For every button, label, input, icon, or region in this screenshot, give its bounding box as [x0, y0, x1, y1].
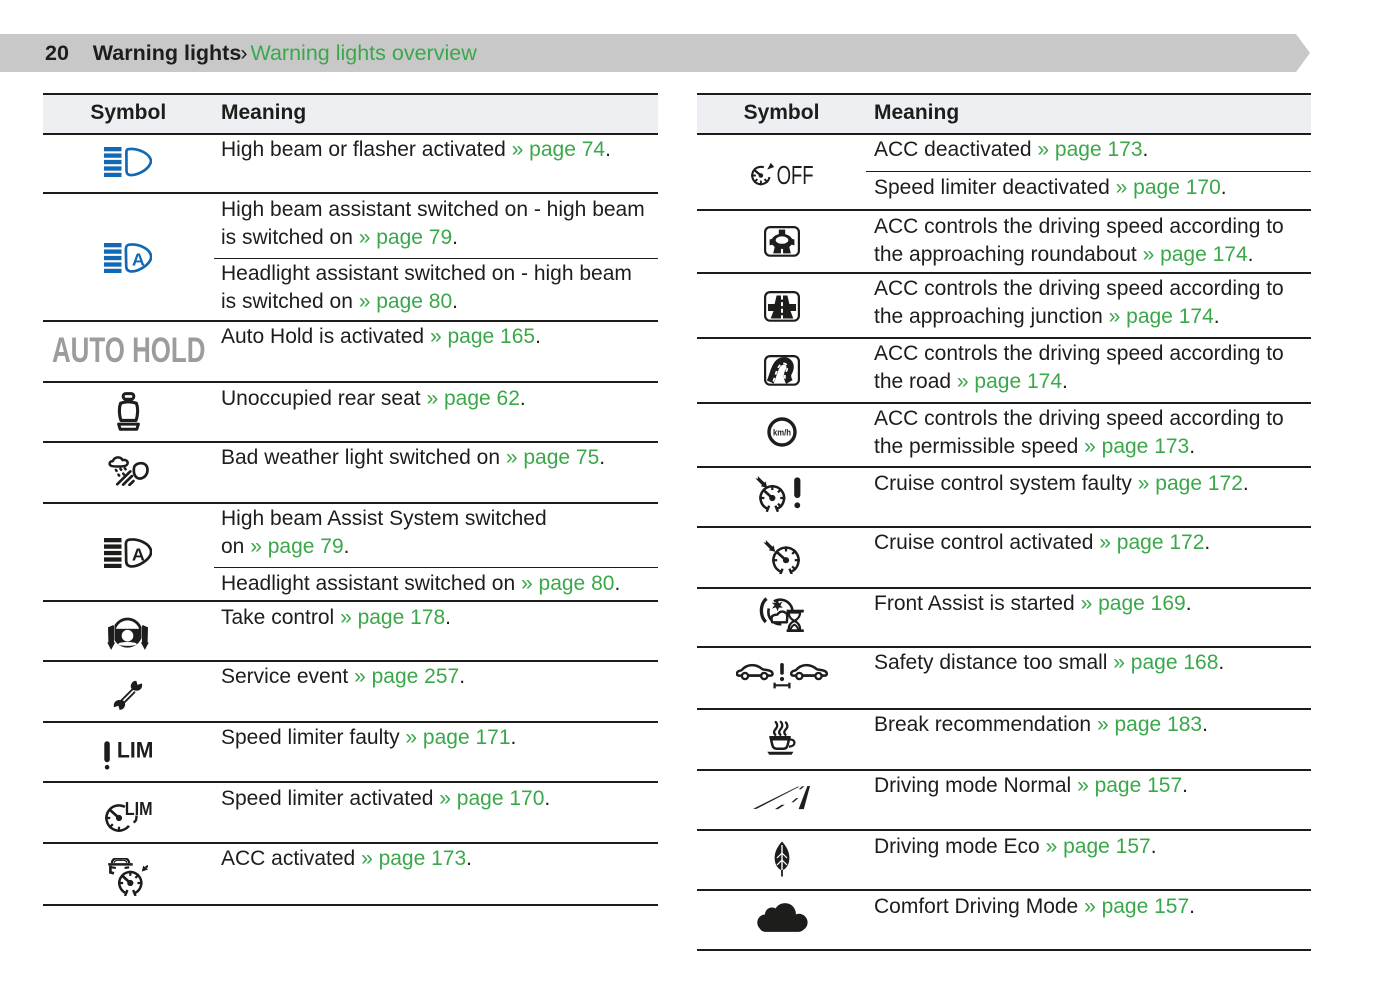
svg-text:LIM: LIM	[125, 801, 153, 819]
svg-text:LIM: LIM	[117, 741, 152, 762]
svg-text:A: A	[132, 249, 145, 269]
svg-text:km/h: km/h	[773, 428, 791, 439]
svg-text:OFF: OFF	[776, 162, 812, 186]
svg-text:A: A	[132, 545, 145, 565]
